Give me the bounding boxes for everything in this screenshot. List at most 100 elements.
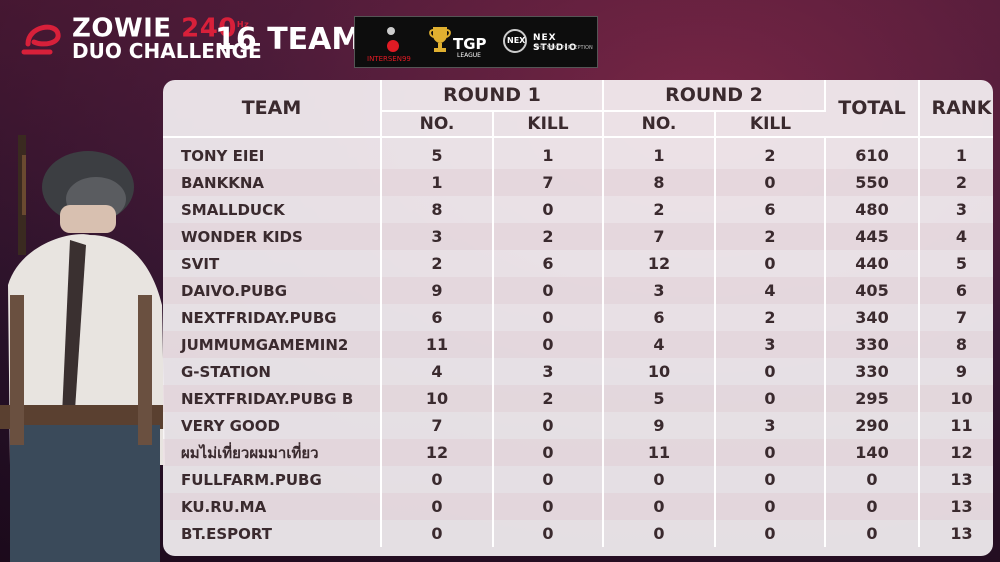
round1-placement-cell: 1 bbox=[381, 169, 494, 196]
round2-kill-cell: 0 bbox=[715, 439, 826, 466]
table-row: FULLFARM.PUBG 0 0 0 0 0 13 bbox=[163, 466, 993, 493]
round1-kill-cell: 0 bbox=[493, 196, 604, 223]
round2-placement-cell: 9 bbox=[603, 412, 716, 439]
round1-placement-cell: 8 bbox=[381, 196, 494, 223]
sponsor-nex-studio: NEX NEX STUDIO THE NEXT PERCEPTION bbox=[501, 23, 593, 63]
rank-cell: 10 bbox=[919, 385, 993, 412]
round2-placement-cell: 5 bbox=[603, 385, 716, 412]
standings-grid: TEAM ROUND 1 ROUND 2 TOTAL RANK NO. KILL… bbox=[163, 80, 993, 547]
rank-cell: 1 bbox=[955, 146, 968, 165]
round2-placement-cell: 8 bbox=[603, 169, 716, 196]
rank-cell: 8 bbox=[919, 331, 993, 358]
team-name-cell: SVIT bbox=[163, 250, 382, 277]
round1-kill-cell: 0 bbox=[493, 331, 604, 358]
table-row: SMALLDUCK 8 0 2 6 480 3 bbox=[163, 196, 993, 223]
round1-placement-cell: 6 bbox=[381, 304, 494, 331]
round2-placement-cell: 0 bbox=[603, 493, 716, 520]
header: ZOWIE 240Hz DUO CHALLENGE 16 TEAMS INTER… bbox=[0, 0, 1000, 80]
sponsor-intersen99: INTERSEN99 bbox=[365, 23, 425, 63]
team-name-cell: NEXTFRIDAY.PUBG B bbox=[163, 385, 382, 412]
total-points-cell: 290 bbox=[825, 412, 920, 439]
round1-placement-cell: 0 bbox=[381, 493, 494, 520]
team-name-cell: NEXTFRIDAY.PUBG bbox=[163, 304, 382, 331]
table-row: SVIT 2 6 12 0 440 5 bbox=[163, 250, 993, 277]
team-name-cell: SMALLDUCK bbox=[163, 196, 382, 223]
total-points-cell: 295 bbox=[825, 385, 920, 412]
round1-placement-cell: 3 bbox=[381, 223, 494, 250]
total-points-cell: 0 bbox=[825, 466, 920, 493]
zowie-logo-icon bbox=[21, 24, 61, 55]
rank-cell: 2 bbox=[919, 169, 993, 196]
rank-cell: 4 bbox=[919, 223, 993, 250]
round1-placement-cell: 5 bbox=[381, 137, 494, 169]
total-points-cell: 340 bbox=[825, 304, 920, 331]
player-character-image bbox=[0, 135, 165, 562]
team-name-cell: BANKKNA bbox=[163, 169, 382, 196]
total-points-cell: 330 bbox=[825, 358, 920, 385]
round2-kill-cell: 3 bbox=[715, 331, 826, 358]
total-points-cell: 405 bbox=[825, 277, 920, 304]
total-points-cell: 610 bbox=[825, 137, 920, 169]
round1-placement-cell: 12 bbox=[381, 439, 494, 466]
round2-kill-cell: 0 bbox=[715, 493, 826, 520]
header-r1-kill: KILL bbox=[493, 111, 604, 138]
round2-placement-cell: 0 bbox=[603, 466, 716, 493]
round1-placement-cell: 0 bbox=[381, 520, 494, 547]
trophy-icon bbox=[429, 27, 451, 52]
round2-kill-cell: 6 bbox=[715, 196, 826, 223]
team-name-cell: WONDER KIDS bbox=[163, 223, 382, 250]
rank-cell: 13 bbox=[919, 493, 993, 520]
header-r2-kill: KILL bbox=[715, 111, 825, 138]
round1-placement-cell: 2 bbox=[381, 250, 494, 277]
team-name-cell: FULLFARM.PUBG bbox=[163, 466, 382, 493]
nex-logo-icon: NEX bbox=[503, 29, 527, 53]
round2-kill-cell: 2 bbox=[715, 223, 826, 250]
table-row: NEXTFRIDAY.PUBG 6 0 6 2 340 7 bbox=[163, 304, 993, 331]
round2-placement-cell: 7 bbox=[603, 223, 716, 250]
round1-kill-cell: 0 bbox=[493, 412, 604, 439]
round1-kill-cell: 1 bbox=[493, 137, 604, 169]
round2-kill-cell: 2 bbox=[715, 304, 826, 331]
round2-kill-cell: 0 bbox=[715, 169, 826, 196]
round1-kill-cell: 0 bbox=[493, 439, 604, 466]
brand-refresh-rate: 240 bbox=[181, 13, 237, 44]
round2-kill-cell: 3 bbox=[715, 412, 826, 439]
round1-placement-cell: 11 bbox=[381, 331, 494, 358]
total-points-cell: 0 bbox=[825, 520, 920, 547]
header-round2: ROUND 2 bbox=[603, 80, 826, 112]
round1-kill-cell: 2 bbox=[493, 223, 604, 250]
round1-kill-cell: 0 bbox=[493, 466, 604, 493]
round2-kill-cell: 0 bbox=[715, 466, 826, 493]
round2-placement-cell: 0 bbox=[603, 520, 716, 547]
table-row: NEXTFRIDAY.PUBG B 10 2 5 0 295 10 bbox=[163, 385, 993, 412]
sponsor-bar: INTERSEN99 TGP LEAGUE NEX NEX STUDIO THE… bbox=[354, 16, 598, 68]
table-row: DAIVO.PUBG 9 0 3 4 405 6 bbox=[163, 277, 993, 304]
round2-placement-cell: 3 bbox=[603, 277, 716, 304]
team-name-cell: BT.ESPORT bbox=[163, 520, 382, 547]
round2-kill-cell: 0 bbox=[715, 385, 826, 412]
table-row: ผมไม่เที่ยวผมมาเที่ยว 12 0 11 0 140 12 bbox=[163, 439, 993, 466]
round2-placement-cell: 12 bbox=[603, 250, 716, 277]
total-points-cell: 445 bbox=[825, 223, 920, 250]
round2-kill-cell: 2 bbox=[715, 137, 826, 169]
team-name-cell: TONY EIEI bbox=[163, 137, 382, 169]
header-team: TEAM bbox=[163, 80, 382, 138]
total-points-cell: 480 bbox=[825, 196, 920, 223]
team-name-cell: DAIVO.PUBG bbox=[163, 277, 382, 304]
brand-title: ZOWIE 240Hz bbox=[72, 13, 250, 44]
round1-kill-cell: 6 bbox=[493, 250, 604, 277]
team-name-cell: VERY GOOD bbox=[163, 412, 382, 439]
round1-kill-cell: 7 bbox=[493, 169, 604, 196]
table-row: BANKKNA 1 7 8 0 550 2 bbox=[163, 169, 993, 196]
brand-hz: Hz bbox=[236, 20, 250, 29]
total-points-cell: 0 bbox=[825, 493, 920, 520]
table-row: VERY GOOD 7 0 9 3 290 11 bbox=[163, 412, 993, 439]
total-points-cell: 140 bbox=[825, 439, 920, 466]
round2-placement-cell: 4 bbox=[603, 331, 716, 358]
round2-kill-cell: 4 bbox=[715, 277, 826, 304]
total-points-cell: 440 bbox=[825, 250, 920, 277]
header-r1-no: NO. bbox=[381, 111, 494, 138]
round1-kill-cell: 0 bbox=[493, 277, 604, 304]
rank-cell: 7 bbox=[955, 308, 968, 327]
rank-cell: 12 bbox=[919, 439, 993, 466]
